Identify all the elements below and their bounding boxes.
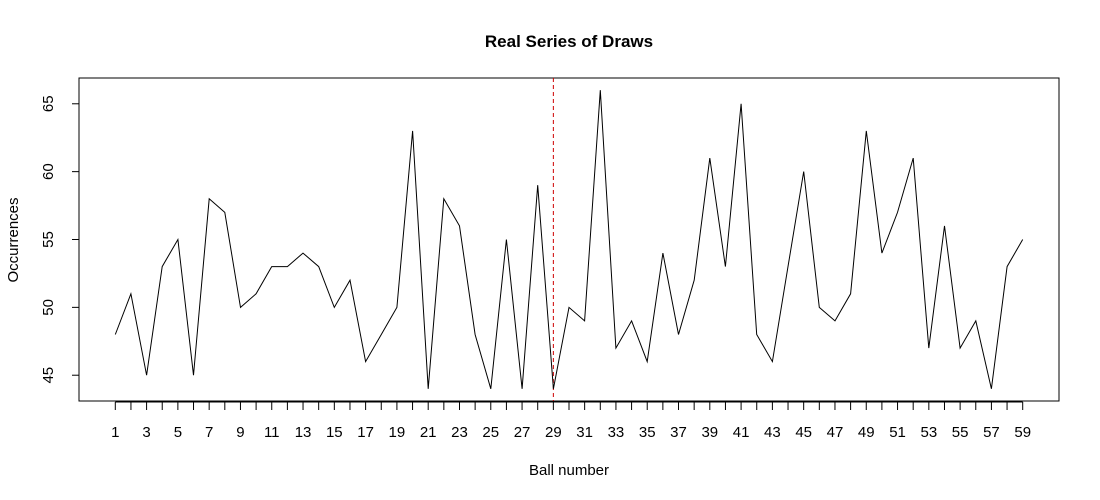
x-tick-label: 15: [326, 424, 343, 441]
x-tick-label: 3: [142, 424, 150, 441]
x-tick-label: 43: [764, 424, 781, 441]
x-axis: 1 3 5 7 9 11 13 15 17 19 21 23 25 27 29 31 33 35 37 39 41 43 4…: [111, 401, 1031, 441]
y-axis: 45 50 55 60 65: [40, 95, 80, 384]
x-tick-label: 41: [733, 424, 750, 441]
x-tick-label: 13: [295, 424, 312, 441]
y-tick-label: 55: [40, 231, 57, 248]
x-tick-label: 1: [111, 424, 119, 441]
series-line: [114, 90, 1024, 389]
x-axis-label: Ball number: [529, 462, 609, 479]
x-tick-label: 21: [420, 424, 437, 441]
x-tick-label: 55: [952, 424, 969, 441]
x-tick-label: 53: [920, 424, 937, 441]
y-tick-label: 50: [40, 299, 57, 316]
x-tick-label: 25: [482, 424, 499, 441]
y-axis-label: Occurrences: [5, 197, 22, 282]
x-tick-label: 19: [389, 424, 406, 441]
x-tick-label: 47: [827, 424, 844, 441]
x-tick-label: 23: [451, 424, 468, 441]
x-tick-label: 35: [639, 424, 656, 441]
x-tick-label: 59: [1014, 424, 1031, 441]
x-tick-label: 57: [983, 424, 1000, 441]
x-tick-label: 45: [795, 424, 812, 441]
x-tick-label: 49: [858, 424, 875, 441]
x-tick-label: 31: [576, 424, 593, 441]
x-tick-label: 5: [174, 424, 182, 441]
x-tick-label: 29: [545, 424, 562, 441]
chart-title: Real Series of Draws: [485, 32, 653, 51]
plot-area: [78, 77, 1060, 402]
x-tick-label: 33: [608, 424, 625, 441]
y-tick-label: 60: [40, 163, 57, 180]
x-tick-label: 37: [670, 424, 687, 441]
x-tick-label: 11: [264, 424, 280, 441]
y-tick-label: 65: [40, 95, 57, 112]
plot-frame: [78, 77, 1060, 402]
x-tick-label: 39: [701, 424, 718, 441]
x-tick-label: 51: [889, 424, 906, 441]
x-tick-label: 17: [357, 424, 374, 441]
x-tick-label: 27: [514, 424, 531, 441]
x-tick-label: 9: [236, 424, 244, 441]
y-tick-label: 45: [40, 367, 57, 384]
x-tick-label: 7: [205, 424, 213, 441]
